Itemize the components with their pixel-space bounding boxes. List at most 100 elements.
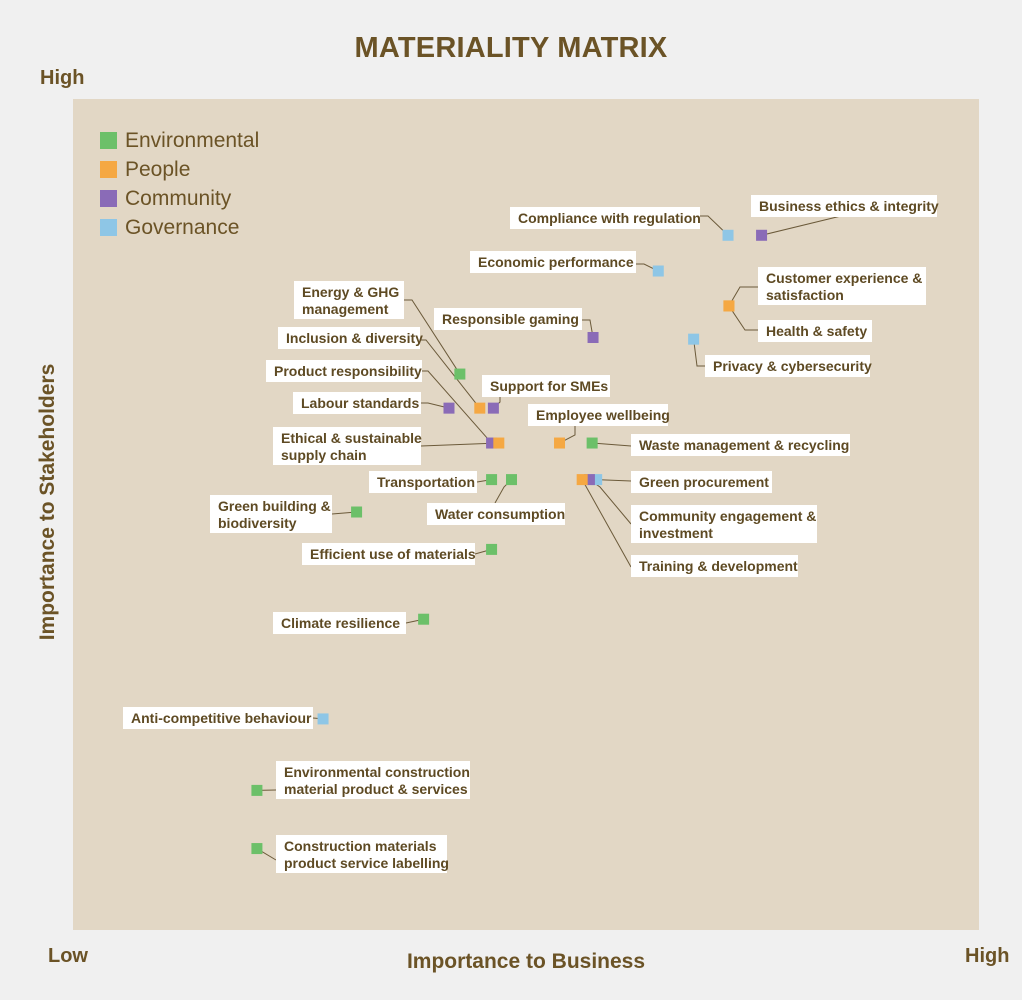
point-label-employee-wellbeing: Employee wellbeing <box>536 407 670 423</box>
label-box-water <box>427 503 565 525</box>
leader-line-responsible-gaming <box>582 319 594 338</box>
legend: Environmental People Community Governance <box>100 126 259 242</box>
label-box-product-responsibility <box>266 360 422 382</box>
point-marker-anti-competitive <box>317 713 329 725</box>
label-box-employee-wellbeing <box>528 404 668 426</box>
label-box-health-safety <box>758 320 872 342</box>
point-marker-efficient-materials <box>486 543 498 555</box>
point-marker-labour-standards <box>443 402 455 414</box>
point-label-economic-performance: Economic performance <box>478 254 634 270</box>
point-marker-ethical-supply <box>493 437 505 449</box>
leader-line-community-engagement <box>589 479 632 525</box>
chart-title: MATERIALITY MATRIX <box>354 32 668 64</box>
point-label-construction-labelling: product service labelling <box>284 855 449 871</box>
point-label-inclusion: Inclusion & diversity <box>286 330 423 346</box>
y-axis-label: Importance to Stakeholders <box>36 363 59 641</box>
point-label-training: Training & development <box>639 558 798 574</box>
leader-line-labour-standards <box>421 402 450 409</box>
label-box-green-building <box>210 495 332 533</box>
label-box-anti-competitive <box>123 707 313 729</box>
legend-swatch <box>100 219 117 236</box>
point-marker-business-ethics <box>756 229 768 241</box>
point-label-privacy: Privacy & cybersecurity <box>713 358 872 374</box>
legend-label: Environmental <box>125 128 260 152</box>
label-box-transportation <box>369 471 477 493</box>
legend-label: Community <box>125 186 232 210</box>
point-marker-responsible-gaming <box>587 331 599 343</box>
point-label-efficient-materials: Efficient use of materials <box>310 546 476 562</box>
point-marker-support-smes <box>487 402 499 414</box>
legend-label: Governance <box>125 215 240 239</box>
point-marker-compliance <box>722 229 734 241</box>
leader-line-training <box>581 479 632 568</box>
leader-line-energy-ghg <box>404 299 461 375</box>
legend-item-governance: Governance <box>100 213 259 242</box>
label-box-inclusion <box>278 327 420 349</box>
label-box-green-procurement <box>631 471 772 493</box>
x-axis-low-label: Low <box>48 945 88 967</box>
point-marker-waste <box>586 437 598 449</box>
point-marker-product-responsibility <box>486 437 498 449</box>
point-label-labour-standards: Labour standards <box>301 395 419 411</box>
point-label-env-construction: material product & services <box>284 781 468 797</box>
legend-item-community: Community <box>100 184 259 213</box>
point-label-energy-ghg: management <box>302 301 389 317</box>
point-label-ethical-supply: supply chain <box>281 447 367 463</box>
legend-swatch <box>100 161 117 178</box>
point-label-water: Water consumption <box>435 506 565 522</box>
legend-swatch <box>100 132 117 149</box>
label-box-climate-resilience <box>273 612 406 634</box>
point-label-green-building: Green building & <box>218 498 331 514</box>
point-label-green-building: biodiversity <box>218 515 297 531</box>
point-label-climate-resilience: Climate resilience <box>281 615 400 631</box>
label-box-energy-ghg <box>294 281 404 319</box>
point-label-health-safety: Health & safety <box>766 323 867 339</box>
label-box-business-ethics <box>751 195 937 217</box>
legend-item-people: People <box>100 155 259 184</box>
point-marker-employee-wellbeing <box>554 437 566 449</box>
leader-line-green-procurement <box>596 479 632 482</box>
label-box-training <box>631 555 798 577</box>
point-label-customer-experience: satisfaction <box>766 287 844 303</box>
point-label-business-ethics: Business ethics & integrity <box>759 198 939 214</box>
point-marker-economic-performance <box>652 265 664 277</box>
label-box-env-construction <box>276 761 470 799</box>
label-box-privacy <box>705 355 870 377</box>
y-axis-high-label: High <box>40 67 85 89</box>
point-marker-climate-resilience <box>418 613 430 625</box>
point-label-anti-competitive: Anti-competitive behaviour <box>131 710 312 726</box>
label-box-waste <box>631 434 850 456</box>
label-box-compliance <box>510 207 700 229</box>
label-box-economic-performance <box>470 251 636 273</box>
label-box-labour-standards <box>293 392 421 414</box>
point-marker-energy-ghg <box>454 368 466 380</box>
point-label-community-engagement: Community engagement & <box>639 508 816 524</box>
point-marker-inclusion <box>474 402 486 414</box>
x-axis-label: Importance to Business <box>406 950 646 973</box>
label-box-efficient-materials <box>302 543 475 565</box>
label-box-customer-experience <box>758 267 926 305</box>
leader-line-inclusion <box>420 339 481 409</box>
point-label-product-responsibility: Product responsibility <box>274 363 422 379</box>
leader-line-compliance <box>700 215 729 236</box>
point-label-green-procurement: Green procurement <box>639 474 769 490</box>
point-label-transportation: Transportation <box>377 474 475 490</box>
legend-swatch <box>100 190 117 207</box>
point-label-waste: Waste management & recycling <box>639 437 849 453</box>
point-marker-training <box>576 474 588 486</box>
leader-line-health-safety <box>728 305 758 331</box>
label-box-support-smes <box>482 375 610 397</box>
leader-line-privacy <box>693 339 705 367</box>
point-label-customer-experience: Customer experience & <box>766 270 922 286</box>
point-marker-green-building <box>351 506 363 518</box>
point-marker-community-engagement <box>583 474 595 486</box>
label-box-community-engagement <box>631 505 817 543</box>
point-marker-water <box>506 474 518 486</box>
point-label-support-smes: Support for SMEs <box>490 378 608 394</box>
leader-line-product-responsibility <box>422 370 492 444</box>
point-marker-health-safety <box>723 300 735 312</box>
x-axis-high-label: High <box>965 945 1010 967</box>
point-label-compliance: Compliance with regulation <box>518 210 701 226</box>
point-label-community-engagement: investment <box>639 525 713 541</box>
